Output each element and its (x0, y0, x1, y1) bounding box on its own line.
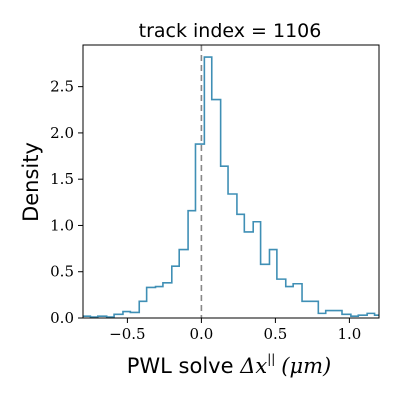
histogram-bin-19 (237, 214, 244, 318)
x-axis-label-superscript: || (267, 352, 275, 366)
plot-frame (82, 44, 380, 319)
histogram-step-line (83, 56, 379, 318)
histogram-bin-23 (269, 250, 276, 318)
y-tick-label: 0.0 (50, 309, 74, 327)
y-axis-label: Density (19, 142, 43, 222)
histogram-bin-6 (130, 312, 139, 318)
histogram-bin-16 (212, 100, 221, 318)
histogram-bin-28 (309, 301, 318, 318)
histogram-bin-27 (302, 301, 309, 318)
histogram-bin-21 (253, 222, 260, 318)
y-tick-label: 2.5 (50, 78, 74, 96)
histogram-bin-15 (204, 57, 211, 318)
x-tick-label: 0.0 (189, 325, 213, 343)
histogram-bin-26 (293, 284, 302, 318)
x-tick-label: 0.5 (263, 325, 287, 343)
histogram-bin-14 (195, 144, 204, 318)
histogram-bin-10 (163, 283, 172, 318)
histogram-bin-13 (188, 211, 195, 318)
histogram-bin-8 (147, 287, 156, 318)
y-tick-label: 1.0 (50, 216, 74, 234)
histogram-bin-29 (318, 313, 325, 318)
y-tick-label: 0.5 (50, 263, 74, 281)
histogram-bin-5 (123, 312, 130, 318)
y-tick-label: 2.0 (50, 124, 74, 142)
histogram-bin-7 (139, 301, 146, 318)
x-axis-label: PWL solve Δx|| (μm) (127, 352, 332, 378)
x-axis-label-unit: (μm) (281, 354, 331, 378)
histogram-bin-11 (172, 266, 179, 318)
histogram-bin-25 (286, 287, 293, 318)
histogram-bin-22 (261, 264, 270, 318)
histogram-bin-31 (335, 311, 342, 318)
histogram-bin-32 (342, 314, 351, 318)
chart-title: track index = 1106 (139, 20, 322, 42)
histogram-bin-20 (244, 232, 253, 318)
histogram-bin-24 (277, 279, 286, 318)
x-axis: −0.5 0.0 0.5 1.0 (109, 318, 361, 343)
y-axis: 0.0 0.5 1.0 1.5 2.0 2.5 (50, 78, 83, 327)
histogram-bin-4 (114, 314, 123, 318)
histogram-bin-30 (326, 311, 335, 318)
histogram-bin-35 (367, 313, 374, 318)
histogram-bin-18 (228, 194, 237, 318)
x-tick-label: −0.5 (109, 325, 145, 343)
y-tick-label: 1.5 (50, 170, 74, 188)
plot-area (82, 44, 380, 319)
x-tick-label: 1.0 (337, 325, 361, 343)
histogram-bin-17 (221, 166, 228, 318)
histogram-bin-9 (156, 287, 163, 318)
x-axis-label-symbol: Δx (239, 354, 267, 378)
histogram-bin-12 (179, 250, 188, 318)
x-axis-label-prefix: PWL solve (127, 354, 240, 378)
